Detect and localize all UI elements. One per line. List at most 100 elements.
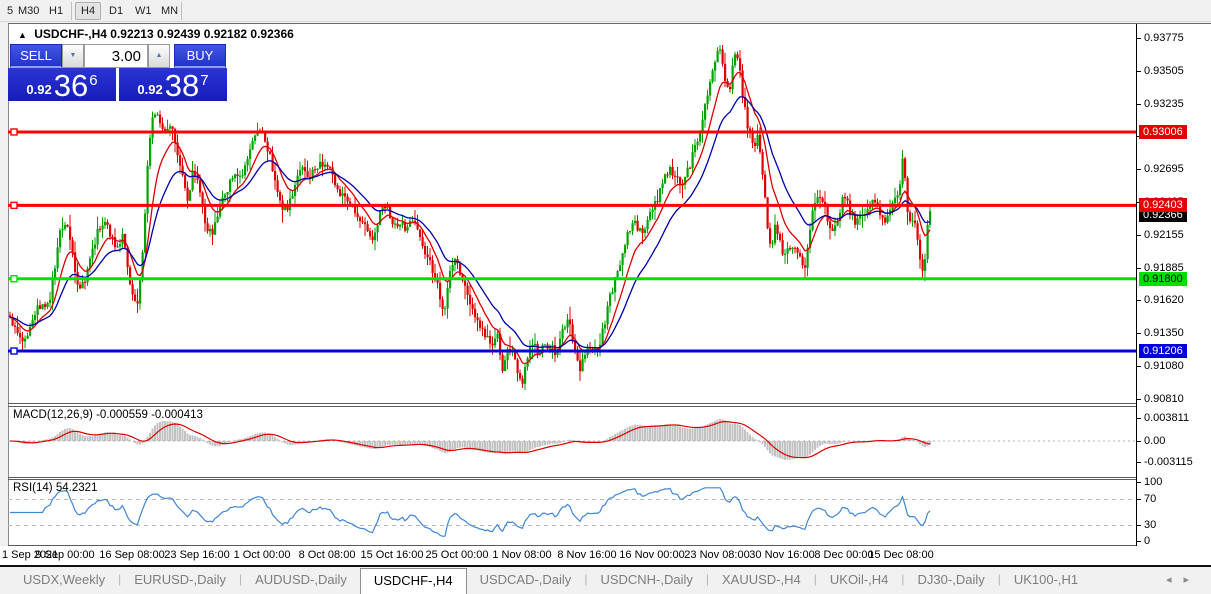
price-tick-label: 0.90810	[1137, 393, 1184, 405]
chart-tab-usdcnh-daily[interactable]: USDCNH-,Daily	[600, 572, 693, 587]
tab-scroll-right-icon[interactable]: ▸	[1183, 574, 1201, 586]
price-tick-label: 0.92695	[1137, 163, 1184, 175]
chart-window-top-border	[8, 23, 1211, 24]
sell-button[interactable]: SELL	[10, 44, 62, 68]
tab-scroll-left-icon[interactable]: ◂	[1165, 574, 1184, 586]
time-axis: 1 Sep 2021 9 Sep 00:00 16 Sep 08:00 23 Sep …	[0, 546, 1211, 565]
timeframe-button-d1[interactable]: D1	[109, 5, 124, 17]
timeframe-button-h1[interactable]: H1	[49, 5, 64, 17]
price-tick-label: 0.93505	[1137, 65, 1184, 77]
panel-separator[interactable]	[8, 403, 1211, 404]
toolbar-separator	[71, 2, 72, 20]
sell-price-sup: 6	[89, 72, 98, 89]
volume-increase-button[interactable]: ▲	[148, 44, 170, 68]
collapse-triangle-icon[interactable]: ▲	[18, 30, 27, 40]
tab-separator: |	[901, 572, 905, 586]
symbol-period: USDCHF-,H4	[34, 27, 107, 41]
buy-price-prefix: 0.92	[137, 82, 163, 97]
volume-input[interactable]	[84, 44, 148, 68]
buy-button[interactable]: BUY	[174, 44, 226, 68]
sell-price-big: 36	[53, 68, 89, 103]
chart-tab-usdchf-h4[interactable]: USDCHF-,H4	[359, 568, 467, 594]
chart-tab-dj30-daily[interactable]: DJ30-,Daily	[917, 572, 985, 587]
macd-panel	[8, 419, 1136, 460]
chart-tab-usdcad-daily[interactable]: USDCAD-,Daily	[479, 572, 572, 587]
chart-tab-audusd-daily[interactable]: AUDUSD-,Daily	[255, 572, 347, 587]
macd-signal-line	[9, 420, 931, 459]
rsi-label: RSI(14)	[13, 482, 53, 494]
tab-separator: |	[584, 572, 588, 586]
indicator-tick-label: 100	[1137, 476, 1162, 488]
tab-scroll-arrows: ◂▸	[1166, 573, 1201, 586]
time-tick-label: 23 Sep 16:00	[164, 549, 230, 561]
chart-tab-eurusd-daily[interactable]: EURUSD-,Daily	[134, 572, 226, 587]
panel-separator[interactable]	[8, 406, 1211, 407]
timeframe-button-w1[interactable]: W1	[135, 5, 152, 17]
tab-separator: |	[118, 572, 122, 586]
ohlc-values: 0.92213 0.92439 0.92182 0.92366	[110, 27, 294, 41]
sell-price-prefix: 0.92	[26, 82, 52, 97]
indicator-tick-label: -0.003115	[1137, 456, 1193, 468]
chart-tab-bar: USDX,Weekly | EURUSD-,Daily | AUDUSD-,Daily U…	[0, 567, 1211, 594]
price-tick-label: 0.91350	[1137, 327, 1184, 339]
rsi-panel	[8, 487, 1136, 537]
timeframe-toolbar: 5 M30 H1 H4 D1 W1 MN	[0, 0, 1211, 22]
indicator-tick-label: 0.00	[1137, 435, 1165, 447]
toolbar-separator	[181, 2, 182, 20]
price-level-badge: 0.92403	[1139, 198, 1187, 212]
time-tick-label: 15 Dec 08:00	[868, 549, 934, 561]
timeframe-button-5[interactable]: 5	[7, 5, 14, 17]
indicator-tick-label: 30	[1137, 519, 1156, 531]
time-tick-label: 8 Oct 08:00	[298, 549, 356, 561]
buy-price-sup: 7	[200, 72, 209, 89]
rsi-value: 54.2321	[55, 482, 98, 494]
price-level-badge: 0.93006	[1139, 125, 1187, 139]
time-tick-label: 15 Oct 16:00	[360, 549, 424, 561]
macd-values: -0.000559 -0.000413	[96, 409, 203, 421]
price-tick-label: 0.93235	[1137, 98, 1184, 110]
macd-header: MACD(12,26,9) -0.000559 -0.000413	[13, 409, 203, 421]
buy-price-big: 38	[164, 68, 200, 103]
chart-tab-ukoil-h4[interactable]: UKOil-,H4	[829, 572, 889, 587]
indicator-tick-label: 0.003811	[1137, 412, 1189, 424]
timeframe-button-mn[interactable]: MN	[161, 5, 179, 17]
time-tick-label: 1 Nov 08:00	[492, 549, 552, 561]
price-tick-label: 0.91885	[1137, 262, 1184, 274]
tab-separator: |	[705, 572, 710, 586]
macd-label: MACD(12,26,9)	[13, 409, 93, 421]
time-tick-label: 16 Sep 08:00	[99, 549, 165, 561]
buy-price-box[interactable]: 0.92 38 7	[119, 68, 227, 101]
time-tick-label: 30 Nov 16:00	[749, 549, 815, 561]
sell-price-box[interactable]: 0.92 36 6	[8, 68, 116, 101]
time-tick-label: 16 Nov 00:00	[619, 549, 685, 561]
price-level-badge: 0.91206	[1139, 344, 1187, 358]
hline-handle[interactable]	[10, 201, 18, 210]
chart-tab-xauusd-h4[interactable]: XAUUSD-,H4	[722, 572, 801, 587]
panel-separator	[8, 545, 1211, 546]
panel-separator[interactable]	[8, 479, 1211, 480]
chart-tab-usdx-weekly[interactable]: USDX,Weekly	[23, 572, 106, 587]
time-tick-label: 9 Sep 00:00	[35, 549, 95, 561]
hline-handle[interactable]	[10, 128, 18, 136]
price-tick-label: 0.91080	[1137, 360, 1184, 372]
hline-handle[interactable]	[10, 347, 18, 355]
rsi-header: RSI(14) 54.2321	[13, 482, 97, 494]
volume-decrease-button[interactable]: ▼	[62, 44, 84, 68]
panel-separator[interactable]	[8, 477, 1211, 478]
price-axis-line	[1136, 24, 1137, 566]
timeframe-button-h4[interactable]: H4	[75, 2, 102, 20]
time-tick-label: 25 Oct 00:00	[425, 549, 489, 561]
chart-tab-uk100-h1[interactable]: UK100-,H1	[1013, 572, 1079, 587]
time-tick-label: 1 Sep 2021	[2, 549, 59, 561]
price-axis: 0.937750.935050.932350.929650.926950.924…	[1137, 24, 1211, 566]
tab-separator: |	[238, 572, 243, 586]
tab-separator: |	[813, 572, 817, 586]
price-level-badge: 0.91800	[1139, 272, 1187, 286]
hline-handle[interactable]	[10, 275, 18, 283]
time-tick-label: 8 Nov 16:00	[557, 549, 617, 561]
time-tick-label: 8 Dec 00:00	[814, 549, 874, 561]
tab-separator: |	[997, 572, 1001, 586]
timeframe-button-m30[interactable]: M30	[18, 5, 40, 17]
time-tick-label: 23 Nov 08:00	[684, 549, 750, 561]
